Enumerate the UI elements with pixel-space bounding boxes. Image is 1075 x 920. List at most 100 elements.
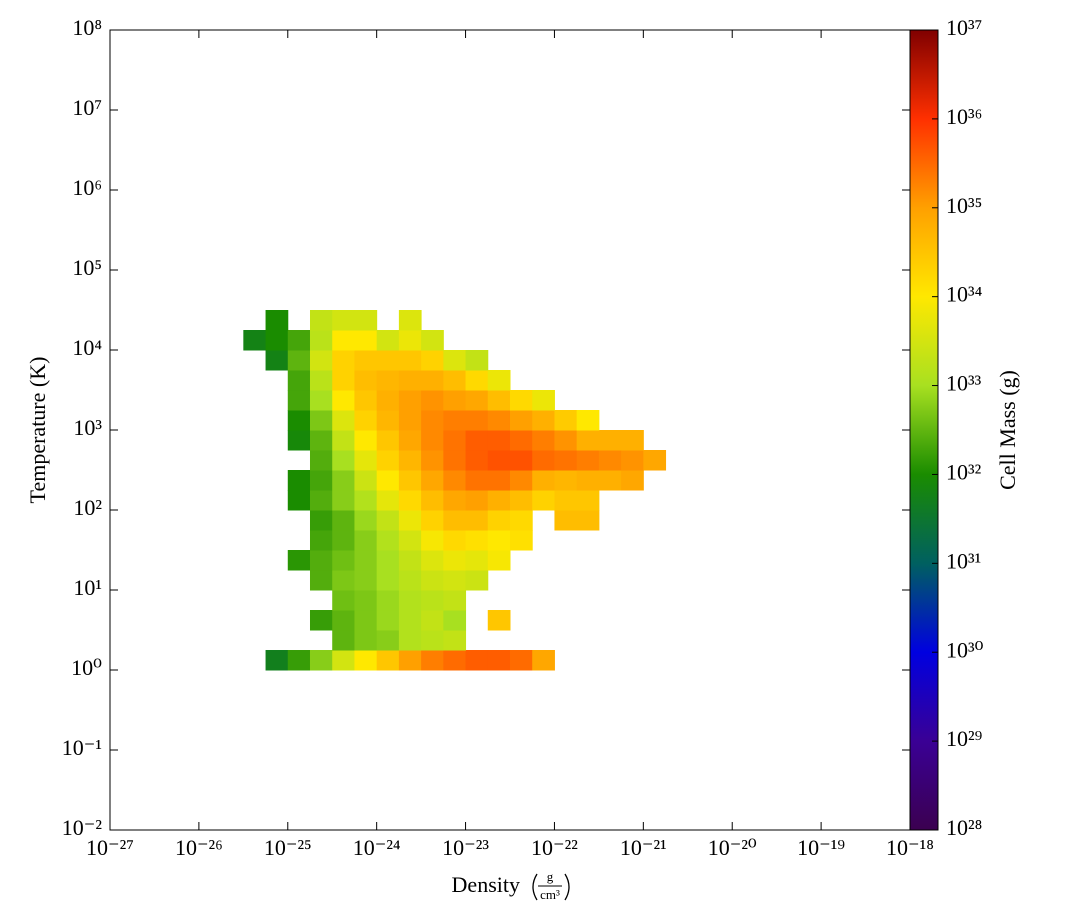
cell (443, 630, 467, 651)
cell (421, 590, 444, 611)
cell (309, 450, 333, 471)
cell (398, 410, 422, 431)
cell (554, 430, 578, 451)
cell (465, 570, 489, 591)
cell (265, 330, 289, 351)
cell (443, 390, 467, 411)
cell (487, 610, 511, 631)
cell (509, 490, 533, 511)
y-tick-label: 10⁻¹ (62, 735, 102, 760)
cell (332, 310, 355, 331)
cell (576, 490, 600, 511)
cell (398, 330, 422, 351)
cell (576, 430, 600, 451)
cell (421, 510, 444, 531)
cell (287, 410, 311, 431)
cell (309, 650, 333, 671)
cell (287, 370, 311, 391)
x-tick-label: 10⁻²⁴ (353, 835, 401, 860)
cell (309, 490, 333, 511)
cell (487, 530, 511, 551)
x-tick-label: 10⁻²³ (442, 835, 489, 860)
cell (287, 330, 311, 351)
cell (376, 330, 400, 351)
cell (398, 650, 422, 671)
cell (487, 410, 511, 431)
cell (309, 470, 333, 491)
cell (509, 510, 533, 531)
cell (332, 510, 355, 531)
cell (332, 490, 355, 511)
cell (465, 650, 489, 671)
cell (265, 650, 289, 671)
cell (421, 390, 444, 411)
cell (421, 530, 444, 551)
cell (398, 450, 422, 471)
cell (576, 450, 600, 471)
cell (376, 470, 400, 491)
cell (354, 330, 378, 351)
cell (443, 510, 467, 531)
cell (354, 450, 378, 471)
y-tick-label: 10⁻² (62, 815, 103, 840)
cell (487, 490, 511, 511)
cell (309, 430, 333, 451)
cell (421, 490, 444, 511)
cell (398, 590, 422, 611)
cell (443, 650, 467, 671)
cell (332, 650, 355, 671)
cell (421, 430, 444, 451)
cell (554, 450, 578, 471)
colorbar-tick-label: 10²⁸ (946, 815, 982, 840)
cell (309, 410, 333, 431)
cell (598, 430, 622, 451)
x-tick-label: 10⁻²⁵ (264, 835, 312, 860)
cell (309, 330, 333, 351)
cell (287, 470, 311, 491)
cell (421, 610, 444, 631)
cell (532, 410, 555, 431)
cell (576, 510, 600, 531)
cell (332, 590, 355, 611)
cell (398, 610, 422, 631)
cell (532, 650, 555, 671)
cell (354, 310, 378, 331)
cell (376, 350, 400, 371)
cell (332, 530, 355, 551)
colorbar-tick-label: 10³³ (946, 371, 982, 396)
y-tick-label: 10¹ (73, 575, 102, 600)
x-axis-label: Density (452, 872, 520, 897)
cell (532, 490, 555, 511)
cell (465, 390, 489, 411)
y-tick-label: 10⁸ (72, 15, 102, 40)
colorbar-tick-label: 10³⁴ (946, 282, 983, 307)
x-tick-label: 10⁻²⁰ (708, 835, 757, 860)
cell (465, 350, 489, 371)
cell (443, 370, 467, 391)
paren-left (532, 873, 538, 901)
cell (443, 410, 467, 431)
cell (421, 330, 444, 351)
colorbar-label: Cell Mass (g) (995, 370, 1020, 490)
cell (487, 430, 511, 451)
cell (443, 490, 467, 511)
cell (265, 350, 289, 371)
x-tick-label: 10⁻²⁷ (86, 835, 134, 860)
cell (487, 390, 511, 411)
y-axis-label: Temperature (K) (25, 357, 50, 504)
cell (443, 450, 467, 471)
cell (421, 410, 444, 431)
cell (309, 550, 333, 571)
cell (487, 450, 511, 471)
colorbar-tick-label: 10²⁹ (946, 726, 983, 751)
cell (443, 430, 467, 451)
cell (376, 490, 400, 511)
cell (487, 370, 511, 391)
cell (376, 630, 400, 651)
cell (465, 550, 489, 571)
cell (354, 510, 378, 531)
cell (576, 470, 600, 491)
cell (332, 450, 355, 471)
